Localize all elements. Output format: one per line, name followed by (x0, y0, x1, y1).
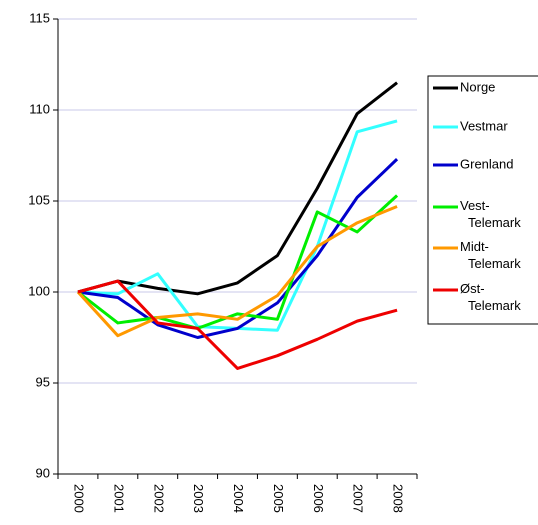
legend-label-part: Telemark (468, 256, 521, 271)
legend-label-part: Telemark (468, 215, 521, 230)
x-tick-label: 2005 (271, 484, 286, 513)
y-tick-label: 100 (28, 283, 50, 298)
y-tick-label: 95 (36, 374, 50, 389)
y-tick-label: 110 (29, 101, 50, 116)
legend-label: Vestmar (460, 118, 508, 133)
legend-label: Grenland (460, 156, 513, 171)
x-tick-label: 2003 (191, 484, 206, 513)
legend-label: Midt- Telemark (460, 239, 521, 271)
line-series (77, 119, 398, 332)
line-series (77, 279, 398, 370)
legend-label-part: Midt- (460, 239, 489, 254)
line-series (77, 158, 399, 339)
line-series (77, 194, 399, 330)
legend-label-part: Telemark (468, 298, 521, 313)
line-series (76, 205, 398, 338)
x-tick-label: 2002 (151, 484, 166, 513)
y-tick-label: 90 (36, 465, 50, 480)
legend-label: Øst- Telemark (460, 281, 521, 313)
x-tick-label: 2001 (111, 484, 126, 513)
legend-label: Norge (460, 79, 495, 94)
legend-label-part: Vest- (460, 198, 490, 213)
x-tick-label: 2006 (311, 484, 326, 513)
x-tick-label: 2008 (391, 484, 406, 513)
x-tick-label: 2004 (231, 484, 246, 513)
line-series (77, 81, 398, 296)
x-tick-label: 2000 (72, 484, 87, 513)
legend-label: Vest- Telemark (460, 198, 521, 230)
x-tick-label: 2007 (351, 484, 366, 513)
y-tick-label: 105 (28, 192, 50, 207)
y-tick-label: 115 (29, 10, 50, 25)
legend-label-part: Øst- (460, 281, 485, 296)
legend-box (427, 75, 538, 325)
